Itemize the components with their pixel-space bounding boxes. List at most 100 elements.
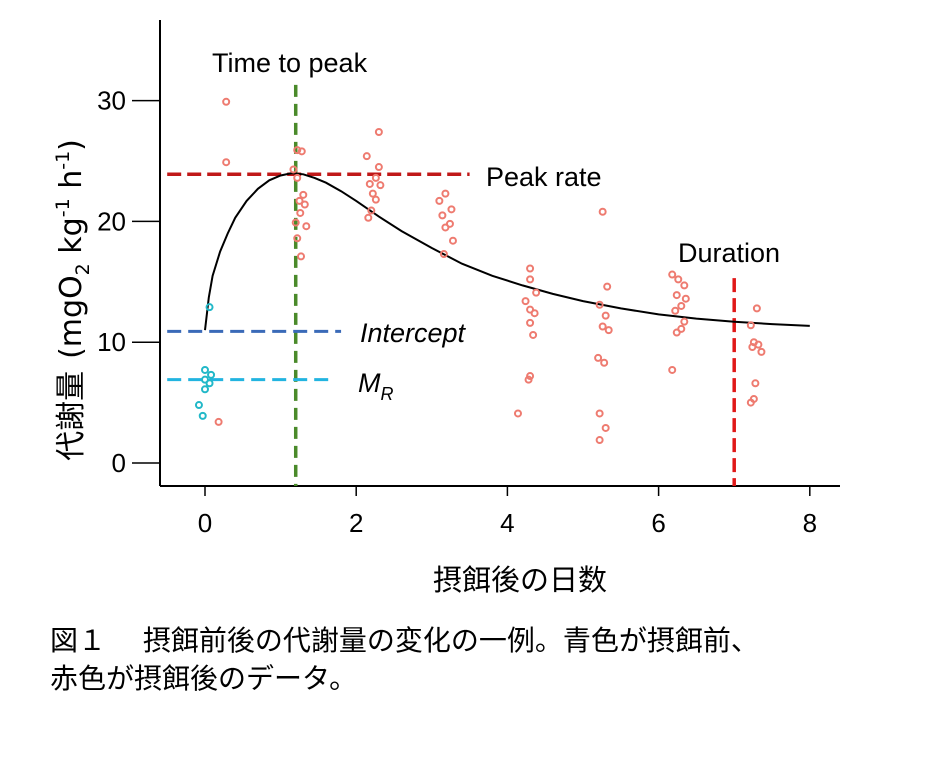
post-feeding-point (371, 195, 380, 204)
x-axis-label: 摂餌後の日数 (433, 563, 607, 597)
post-feeding-point (438, 211, 447, 220)
post-feeding-point (374, 128, 383, 137)
post-feeding-point (677, 301, 686, 310)
y-axis-label: 代謝量(mgO2 kg-1 h-1) (52, 139, 94, 461)
post-feeding-point (222, 158, 231, 167)
post-feeding-point (601, 311, 610, 320)
pre-feeding-point (205, 303, 214, 312)
axes: 0 10 20 30 0 2 4 6 8 (97, 20, 840, 538)
post-feeding-point (447, 205, 456, 214)
reference-lines (167, 84, 736, 486)
post-feeding-point (595, 409, 604, 418)
post-feeding-point (448, 236, 457, 245)
post-feeding-point (526, 275, 535, 284)
post-feeding-point (368, 189, 377, 198)
post-feeding-point (367, 206, 376, 215)
time-to-peak-label: Time to peak (212, 48, 368, 78)
caption-line-1: 図１ 摂餌前後の代謝量の変化の一例。青色が摂餌前、 (50, 624, 759, 657)
post-feeding-point (532, 288, 541, 297)
pre-feeding-point (205, 379, 214, 388)
post-feeding-point (371, 173, 380, 182)
peak-rate-label: Peak rate (486, 162, 602, 192)
post-feeding-point (748, 343, 757, 352)
intercept-label: Intercept (360, 318, 467, 348)
post-feeding-point (441, 223, 450, 232)
y-axis-label-main: 代謝量 (54, 371, 89, 461)
post-feeding-point (362, 152, 371, 161)
pre-feeding-point (201, 365, 209, 374)
mr-label-sub: R (381, 384, 394, 404)
y-tick-label: 30 (97, 86, 126, 116)
post-feeding-point (672, 291, 681, 300)
y-tick-label: 20 (97, 206, 126, 236)
post-feeding-point (751, 379, 760, 388)
post-feeding-point (526, 318, 535, 327)
fitted-curve-layer (204, 172, 810, 331)
figure-caption: 図１ 摂餌前後の代謝量の変化の一例。青色が摂餌前、 赤色が摂餌後のデータ。 (50, 622, 910, 698)
post-feeding-point (757, 347, 766, 356)
post-feeding-point (600, 358, 609, 367)
post-feeding-point (439, 250, 448, 259)
y-axis-unit-close: ) (54, 139, 89, 151)
y-axis-unit-mid2: h (54, 170, 89, 199)
caption-line-2: 赤色が摂餌後のデータ。 (50, 662, 358, 695)
post-feeding-point (364, 213, 373, 222)
x-tick-label: 8 (803, 508, 817, 538)
post-feeding-point (289, 165, 298, 174)
y-axis-unit-sub: 2 (72, 263, 94, 275)
post-feeding-point (681, 294, 690, 303)
post-feeding-point (603, 282, 612, 291)
post-feeding-point (530, 309, 539, 318)
post-feeding-point (595, 300, 604, 309)
y-axis-unit-mid: kg (54, 217, 89, 263)
post-feeding-point (595, 436, 604, 445)
post-feeding-point (365, 179, 374, 188)
pre-feeding-point (207, 370, 216, 379)
y-axis-unit-sup2: -1 (52, 151, 74, 170)
post-feeding-point (374, 163, 383, 172)
post-feeding-point (376, 181, 385, 190)
post-feeding-point (513, 409, 522, 418)
post-feeding-point (214, 417, 223, 426)
post-feeding-point (293, 173, 302, 182)
post-feeding-point (222, 97, 231, 106)
x-tick-label: 0 (198, 508, 212, 538)
post-feeding-point (521, 297, 530, 306)
mr-label-main: M (358, 368, 381, 398)
metabolic-rate-chart: 0 10 20 30 0 2 4 6 8 Time to peak Peak rate Inte… (52, 20, 840, 597)
post-feeding-point (295, 196, 304, 205)
data-points-layer (194, 97, 766, 445)
post-feeding-point (291, 218, 300, 227)
post-feeding-point (598, 322, 607, 331)
post-feeding-point (680, 317, 689, 326)
fitted-curve (204, 172, 810, 331)
post-feeding-point (680, 281, 689, 290)
post-feeding-point (674, 275, 683, 284)
x-tick-label: 2 (349, 508, 363, 538)
y-tick-label: 10 (97, 327, 126, 357)
post-feeding-point (671, 306, 680, 315)
post-feeding-point (526, 264, 535, 273)
post-feeding-point (604, 326, 613, 335)
post-feeding-point (601, 423, 610, 432)
post-feeding-point (297, 252, 306, 261)
pre-feeding-point (201, 385, 209, 394)
post-feeding-point (302, 222, 311, 231)
post-feeding-point (300, 200, 309, 209)
post-feeding-point (594, 353, 603, 362)
post-feeding-point (752, 304, 761, 313)
pre-feeding-point (194, 401, 203, 410)
mr-label: MR (358, 368, 394, 404)
post-feeding-point (746, 398, 755, 407)
y-axis-unit-sup1: -1 (52, 198, 74, 217)
duration-label: Duration (678, 238, 780, 268)
y-axis-unit-open: (mgO (54, 275, 89, 359)
post-feeding-point (524, 375, 533, 384)
post-feeding-point (598, 207, 607, 216)
pre-feeding-point (198, 411, 207, 420)
post-feeding-point (297, 147, 306, 156)
x-tick-label: 4 (500, 508, 514, 538)
x-tick-label: 6 (651, 508, 665, 538)
post-feeding-point (529, 330, 538, 339)
y-tick-label: 0 (112, 448, 126, 478)
